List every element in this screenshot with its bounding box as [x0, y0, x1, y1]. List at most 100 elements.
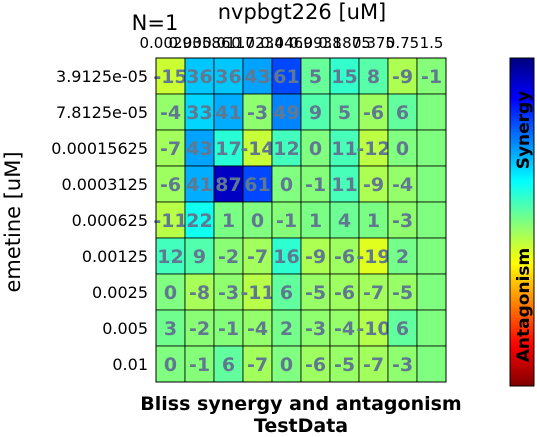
heatmap-cell	[416, 201, 447, 239]
x-tick-label: 0.0234	[231, 34, 284, 52]
heatmap-cell	[155, 129, 186, 167]
colorbar-top-label: Synergy	[514, 91, 534, 170]
heatmap-cell	[184, 129, 215, 167]
x-tick-label: 0.0469	[260, 34, 313, 52]
cell-value-label: 0	[164, 354, 177, 376]
cell-value-label: 9	[309, 102, 322, 124]
colorbar-bottom-label: Antagonism	[514, 248, 534, 362]
heatmap-cell	[416, 165, 447, 203]
y-tick-label: 0.00015625	[51, 139, 148, 158]
cell-value-label: 41	[215, 102, 241, 124]
cell-value-label: -5	[305, 282, 326, 304]
cell-value-label: -12	[356, 138, 390, 160]
y-tick-label: 3.9125e-05	[56, 67, 148, 86]
cell-value-label: -1	[305, 174, 326, 196]
cell-value-label: 33	[186, 102, 212, 124]
heatmap-cell	[329, 165, 360, 203]
y-tick-label: 7.8125e-05	[56, 103, 148, 122]
n-annotation: N=1	[132, 11, 179, 35]
heatmap-cell	[358, 57, 389, 95]
cell-value-label: -15	[153, 66, 187, 88]
cell-value-label: 0	[309, 138, 322, 160]
chart-title-line-1: Bliss synergy and antagonism	[140, 393, 461, 415]
cell-value-label: -9	[363, 174, 384, 196]
cell-value-label: -11	[240, 282, 274, 304]
cell-value-label: 22	[186, 210, 212, 232]
cell-value-label: 6	[396, 318, 409, 340]
cell-value-label: -6	[363, 102, 384, 124]
x-tick-label: 0.00293	[139, 34, 201, 52]
heatmap-cell	[271, 165, 302, 203]
heatmap-frame	[155, 57, 447, 383]
cell-value-label: -7	[363, 354, 384, 376]
cell-value-label: 6	[222, 354, 235, 376]
cell-value-label: 6	[280, 282, 293, 304]
y-tick-label: 0.00125	[82, 247, 148, 266]
cell-value-label: -9	[392, 66, 413, 88]
heatmap-cell	[300, 309, 331, 347]
heatmap-cell	[271, 93, 302, 131]
heatmap-cell	[358, 309, 389, 347]
colorbar	[509, 57, 535, 387]
cell-value-label: -1	[276, 210, 297, 232]
y-tick-label: 0.000625	[72, 211, 148, 230]
x-tick-label: 0.0117	[202, 34, 255, 52]
heatmap-cell	[416, 93, 447, 131]
heatmap-cell	[416, 237, 447, 275]
cell-value-label: 9	[193, 246, 206, 268]
cell-value-label: 8	[367, 66, 380, 88]
heatmap-cell	[329, 129, 360, 167]
heatmap-cell	[213, 309, 244, 347]
cell-value-label: 43	[244, 66, 270, 88]
heatmap-cell	[358, 201, 389, 239]
cell-value-label: 36	[186, 66, 212, 88]
cell-value-label: -8	[189, 282, 210, 304]
cell-value-label: -2	[218, 246, 239, 268]
cell-value-label: 0	[280, 174, 293, 196]
cell-value-label: 11	[331, 138, 357, 160]
cell-value-label: 36	[215, 66, 241, 88]
cell-value-label: 17	[215, 138, 241, 160]
cell-value-label: 15	[331, 66, 357, 88]
heatmap-cell	[416, 273, 447, 311]
cell-value-label: 0	[251, 210, 264, 232]
cell-value-label: 2	[396, 246, 409, 268]
cell-value-label: 16	[273, 246, 299, 268]
cell-value-label: 43	[186, 138, 212, 160]
cell-value-label: -6	[334, 282, 355, 304]
cell-value-label: -7	[363, 282, 384, 304]
cell-value-label: 4	[338, 210, 351, 232]
heatmap-cell	[387, 309, 418, 347]
heatmap-cell	[242, 93, 273, 131]
heatmap-cell	[358, 93, 389, 131]
cell-value-label: 12	[273, 138, 299, 160]
x-axis-label: nvpbgt226 [uM]	[218, 0, 387, 24]
heatmap-cell	[329, 57, 360, 95]
heatmap-cell	[416, 309, 447, 347]
x-tick-labels: 0.002930.005860.01170.02340.04690.09380.…	[139, 34, 443, 52]
cell-value-label: 61	[273, 66, 299, 88]
cell-value-label: 0	[280, 354, 293, 376]
cell-value-label: 5	[338, 102, 351, 124]
cell-value-label: -4	[334, 318, 355, 340]
cell-value-label: -2	[189, 318, 210, 340]
heatmap-cell	[416, 129, 447, 167]
x-tick-label: 0.0938	[289, 34, 342, 52]
heatmap-cell	[300, 129, 331, 167]
cell-value-label: -1	[189, 354, 210, 376]
y-tick-label: 0.01	[112, 355, 148, 374]
cell-value-label: -5	[334, 354, 355, 376]
cell-value-label: -10	[356, 318, 390, 340]
cell-value-label: -3	[305, 318, 326, 340]
heatmap-cell	[329, 309, 360, 347]
heatmap-cell	[329, 93, 360, 131]
heatmap-cell	[184, 93, 215, 131]
y-axis-label: emetine [uM]	[1, 151, 25, 292]
heatmap-cell	[271, 273, 302, 311]
cell-value-label: 0	[396, 138, 409, 160]
cell-value-label: -6	[305, 354, 326, 376]
cell-value-label: -3	[218, 282, 239, 304]
cell-value-label: 87	[215, 174, 241, 196]
cell-value-label: 1	[309, 210, 322, 232]
